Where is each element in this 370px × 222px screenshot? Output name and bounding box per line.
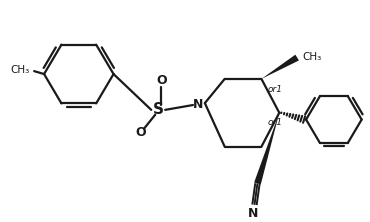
Text: or1: or1 bbox=[268, 85, 282, 94]
Text: or1: or1 bbox=[268, 118, 282, 127]
Text: O: O bbox=[157, 74, 168, 87]
Polygon shape bbox=[262, 55, 299, 79]
Text: O: O bbox=[135, 126, 146, 139]
Text: N: N bbox=[248, 207, 259, 220]
Text: CH₃: CH₃ bbox=[10, 65, 29, 75]
Text: N: N bbox=[193, 97, 203, 111]
Polygon shape bbox=[254, 113, 279, 184]
Text: S: S bbox=[153, 102, 164, 117]
Text: CH₃: CH₃ bbox=[302, 52, 322, 61]
